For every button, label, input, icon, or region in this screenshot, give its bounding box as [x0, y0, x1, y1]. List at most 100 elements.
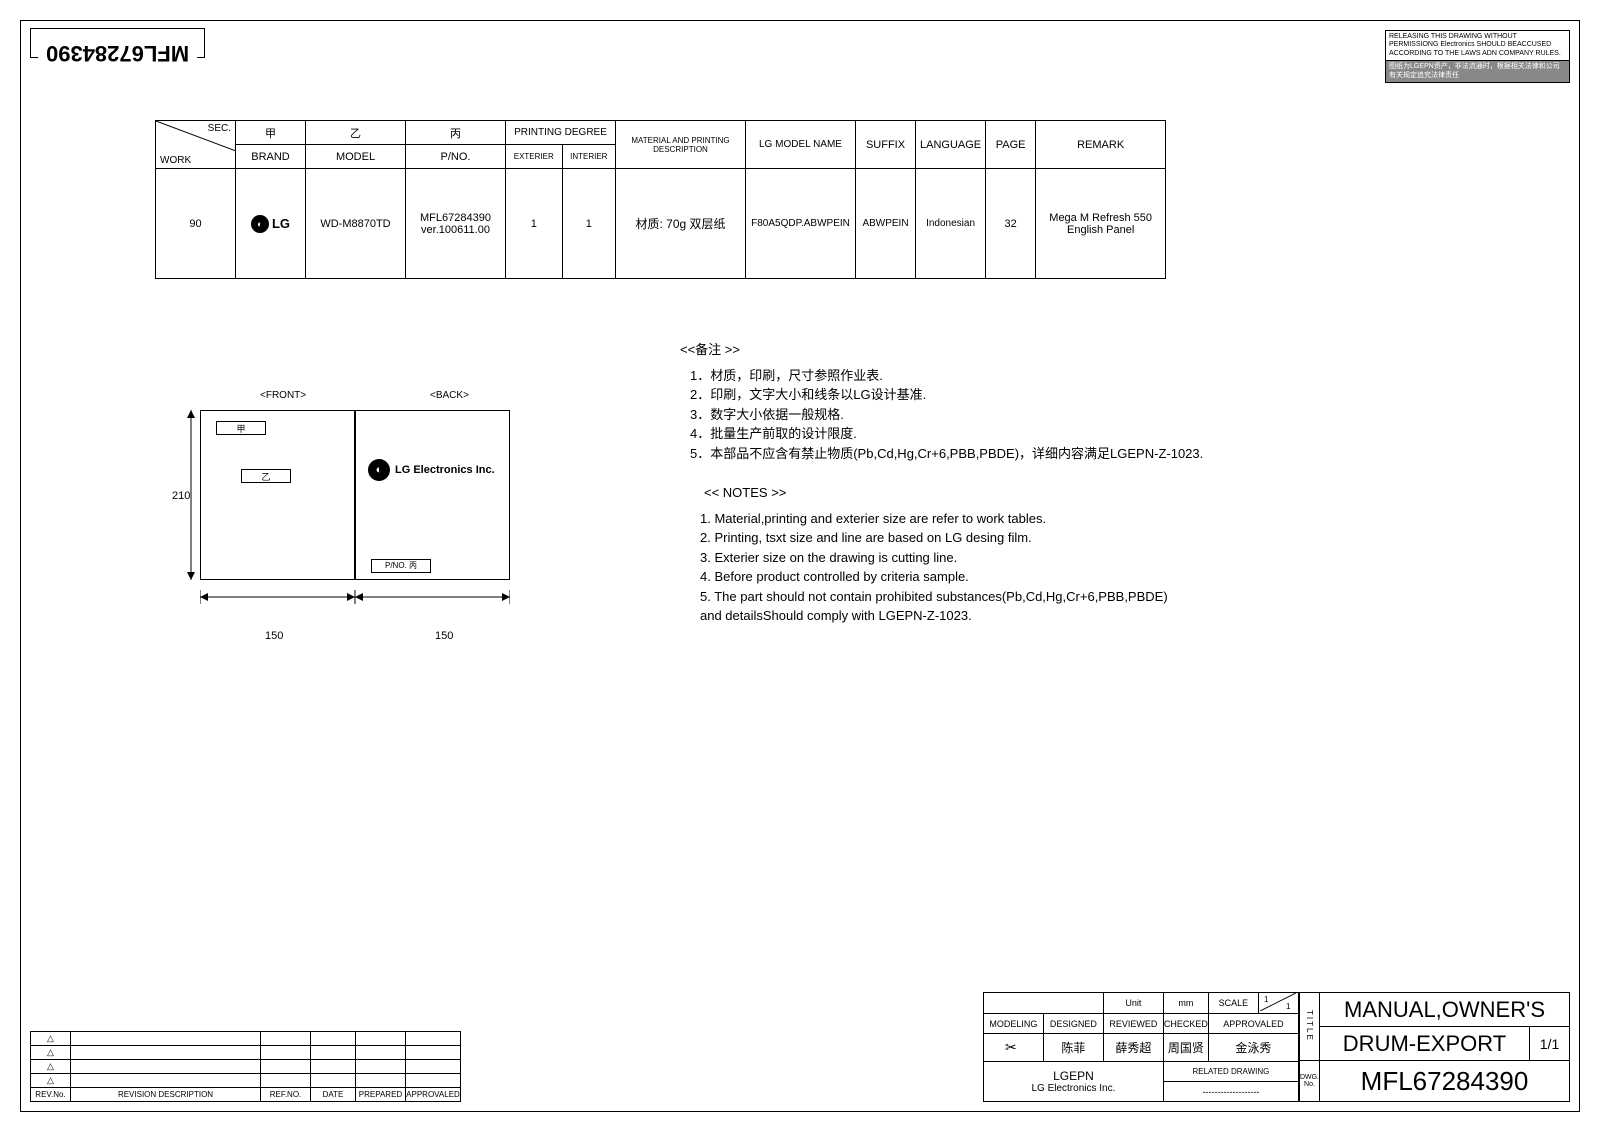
- back-logo: ◐ LG Electronics Inc.: [368, 459, 495, 481]
- tb-big2-page: 1/1: [1530, 1027, 1570, 1061]
- hdr-suffix: SUFFIX: [856, 121, 916, 169]
- hdr-remark: REMARK: [1036, 121, 1166, 169]
- cell-pno-l1: MFL67284390: [410, 212, 501, 224]
- svg-text:1: 1: [1264, 995, 1269, 1004]
- tb-dwgno-label: DWG. No.: [1299, 1061, 1319, 1102]
- tb-big1: MANUAL,OWNER'S: [1320, 993, 1570, 1027]
- rev-tri: [31, 1074, 71, 1088]
- svg-text:1: 1: [1286, 1002, 1291, 1011]
- cell-page: 32: [986, 169, 1036, 279]
- rev-hdr-refno: REF.NO.: [261, 1088, 311, 1102]
- front-yi: 乙: [241, 469, 291, 483]
- hdr-exterier: EXTERIER: [506, 145, 563, 169]
- front-jia: 甲: [216, 421, 266, 435]
- dim-150b: 150: [435, 630, 453, 642]
- rev-hdr-date: DATE: [311, 1088, 356, 1102]
- cell-remark: Mega M Refresh 550 English Panel: [1036, 169, 1166, 279]
- doc-id-rotated: MFL67284390: [38, 38, 197, 68]
- legal-notice: RELEASING THIS DRAWING WITHOUT PERMISSIO…: [1385, 30, 1570, 83]
- title-block: Unit mm SCALE 11 MODELING DESIGNED REVIE…: [983, 992, 1570, 1102]
- tb-big3: MFL67284390: [1320, 1061, 1570, 1102]
- cell-remark-l2: English Panel: [1040, 224, 1161, 236]
- notes-cn-4: 4．批量生产前取的设计限度.: [690, 424, 1320, 444]
- dim-210: 210: [172, 490, 190, 502]
- tb-designed: DESIGNED: [1043, 1014, 1103, 1034]
- front-box: 甲 乙: [200, 410, 355, 580]
- cell-model: WD-M8870TD: [306, 169, 406, 279]
- notes-cn-list: 1．材质，印刷，尺寸参照作业表. 2．印刷，文字大小和线条以LG设计基准. 3．…: [680, 366, 1320, 464]
- hdr-model-top: 乙: [306, 121, 406, 145]
- cell-material: 材质: 70g 双层纸: [616, 169, 746, 279]
- tb-name-approvaled: 金泳秀: [1208, 1034, 1298, 1062]
- tb-approvaled: APPROVALED: [1208, 1014, 1298, 1034]
- lg-logo-icon: ◐: [251, 215, 269, 233]
- legal-cn: 图纸为LGEPN资产，非法流通时，根据相关法律和公司有关规定追究法律责任: [1386, 60, 1569, 82]
- hdr-lgmodel: LG MODEL NAME: [746, 121, 856, 169]
- tb-modeling: MODELING: [983, 1014, 1043, 1034]
- dim-h-arrow: [200, 590, 510, 604]
- rev-hdr-desc: REVISION DESCRIPTION: [71, 1088, 261, 1102]
- tb-unit: Unit: [1103, 993, 1163, 1014]
- title-block-right: TITLE MANUAL,OWNER'S DRUM-EXPORT 1/1 DWG…: [1299, 992, 1570, 1102]
- svg-text:✂: ✂: [1005, 1039, 1017, 1055]
- tb-related-val: -------------------: [1163, 1082, 1298, 1102]
- back-box: ◐ LG Electronics Inc. P/NO. 丙: [355, 410, 510, 580]
- notes-en-3: 3. Exterier size on the drawing is cutti…: [700, 548, 1320, 568]
- back-brand-text: LG Electronics Inc.: [395, 464, 495, 476]
- tb-modeling-val: ✂: [983, 1034, 1043, 1062]
- hdr-pno-top: 丙: [406, 121, 506, 145]
- cell-brand: ◐ LG: [236, 169, 306, 279]
- notes-en-header: << NOTES >>: [704, 483, 1320, 503]
- hdr-brand: BRAND: [236, 145, 306, 169]
- tb-checked: CHECKED: [1163, 1014, 1208, 1034]
- cell-work: 90: [156, 169, 236, 279]
- hdr-brand-top: 甲: [236, 121, 306, 145]
- lg-logo-text: LG: [272, 216, 290, 231]
- legal-en: RELEASING THIS DRAWING WITHOUT PERMISSIO…: [1386, 31, 1569, 60]
- notes-en-2: 2. Printing, tsxt size and line are base…: [700, 528, 1320, 548]
- rev-tri: [31, 1032, 71, 1046]
- label-front: <FRONT>: [260, 390, 306, 401]
- rev-tri: [31, 1046, 71, 1060]
- notes-en-1: 1. Material,printing and exterier size a…: [700, 509, 1320, 529]
- hdr-printing-degree: PRINTING DEGREE: [506, 121, 616, 145]
- tb-title-vert: TITLE: [1299, 993, 1319, 1061]
- tb-org-line1: LGEPN: [984, 1069, 1163, 1083]
- hdr-pno: P/NO.: [406, 145, 506, 169]
- lg-logo-icon: ◐: [368, 459, 390, 481]
- tb-reviewed: REVIEWED: [1103, 1014, 1163, 1034]
- notes-cn-2: 2．印刷，文字大小和线条以LG设计基准.: [690, 385, 1320, 405]
- cell-language: Indonesian: [916, 169, 986, 279]
- cell-exterier: 1: [506, 169, 563, 279]
- tb-related: RELATED DRAWING: [1163, 1062, 1298, 1082]
- cell-suffix: ABWPEIN: [856, 169, 916, 279]
- rev-hdr-approvaled: APPROVALED: [406, 1088, 461, 1102]
- cell-remark-l1: Mega M Refresh 550: [1040, 212, 1161, 224]
- notes-cn-3: 3．数字大小依据一般规格.: [690, 405, 1320, 425]
- tb-org-line2: LG Electronics Inc.: [984, 1083, 1163, 1094]
- hdr-model: MODEL: [306, 145, 406, 169]
- hdr-interier: INTERIER: [562, 145, 615, 169]
- tb-unit-val: mm: [1163, 993, 1208, 1014]
- tb-big2: DRUM-EXPORT: [1320, 1027, 1530, 1061]
- tb-org: LGEPN LG Electronics Inc.: [983, 1062, 1163, 1102]
- notes-en-5: 5. The part should not contain prohibite…: [700, 587, 1320, 607]
- rev-hdr-no: REV.No.: [31, 1088, 71, 1102]
- notes-en-5b: and detailsShould comply with LGEPN-Z-10…: [700, 606, 1320, 626]
- label-back: <BACK>: [430, 390, 469, 401]
- cell-pno-l2: ver.100611.00: [410, 224, 501, 236]
- layout-diagram: <FRONT> <BACK> 甲 乙 ◐ LG Electronics Inc.…: [180, 380, 540, 640]
- rev-hdr-prepared: PREPARED: [356, 1088, 406, 1102]
- revision-table: REV.No. REVISION DESCRIPTION REF.NO. DAT…: [30, 1031, 461, 1102]
- dim-150a: 150: [265, 630, 283, 642]
- back-pno: P/NO. 丙: [371, 559, 431, 573]
- notes-en-list: 1. Material,printing and exterier size a…: [690, 509, 1320, 626]
- lg-logo: ◐ LG: [251, 215, 290, 233]
- notes-cn-header: <<备注 >>: [680, 340, 1320, 360]
- hdr-language: LANGUAGE: [916, 121, 986, 169]
- tb-scale-val: 11: [1258, 993, 1298, 1014]
- scissors-icon: ✂: [1003, 1037, 1023, 1057]
- title-block-left: Unit mm SCALE 11 MODELING DESIGNED REVIE…: [983, 992, 1299, 1102]
- hdr-work: WORK: [160, 155, 191, 166]
- cell-interier: 1: [562, 169, 615, 279]
